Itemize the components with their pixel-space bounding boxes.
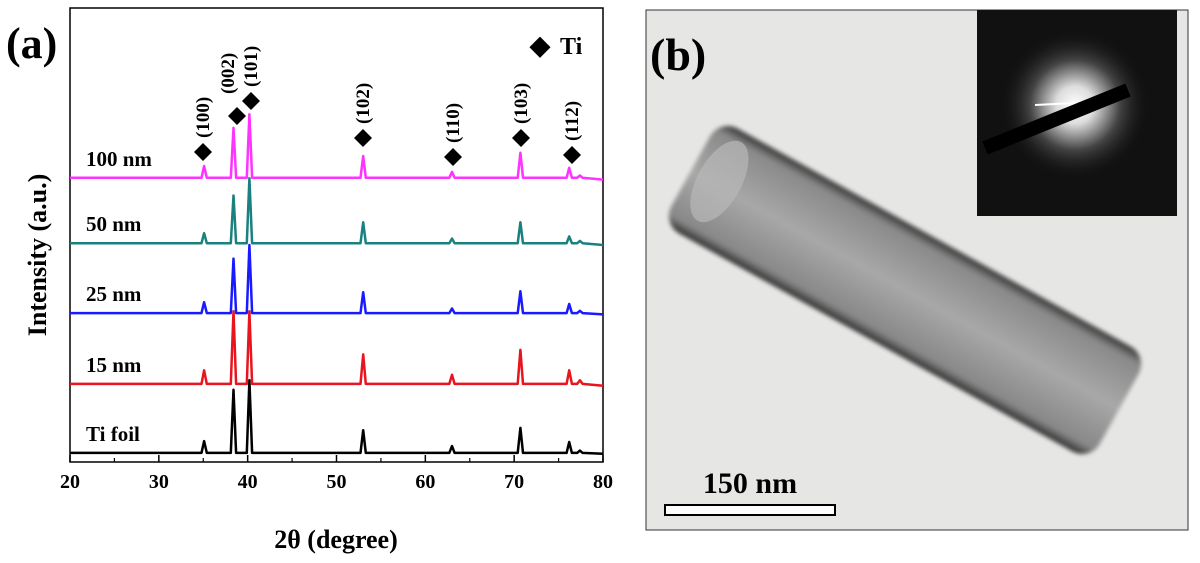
diffraction-streak [1034,102,1076,106]
nanotube [668,125,1142,455]
y-axis-label: Intensity (a.u.) [23,174,52,337]
peak-label: (103) [511,83,532,124]
series-label: 50 nm [86,212,142,236]
legend-label: Ti [560,34,583,60]
peak-marker [228,107,246,125]
beam-stopper [982,83,1131,155]
peak-label: (100) [193,97,214,138]
peak-label: (002) [218,53,239,94]
nanotube-body [668,125,1142,455]
x-tick-label: 50 [327,471,347,493]
x-axis-label: 2θ (degree) [274,525,398,554]
series-label: Ti foil [86,422,140,446]
peak-marker [354,129,372,147]
xrd-trace [70,310,604,387]
series-label: 100 nm [86,147,152,171]
panel-label: (b) [650,29,706,80]
peak-label: (110) [443,103,464,143]
xrd-trace [70,112,604,181]
peak-marker [242,92,260,110]
panel-label: (a) [6,19,57,68]
peak-marker [563,146,581,164]
panel-b: (b) 150 nm [645,9,1189,531]
xrd-trace [70,379,604,456]
peak-marker [194,143,212,161]
series-label: 15 nm [86,353,142,377]
scale-bar [664,504,836,516]
peak-label: (112) [562,101,583,141]
x-tick-label: 70 [504,471,524,493]
peak-label: (102) [353,83,374,124]
peak-marker [444,148,462,166]
panel-a: (a) Intensity (a.u.) 2θ (degree) ◆ Ti 20… [6,7,613,554]
x-tick-label: 60 [415,471,435,493]
x-tick-label: 30 [149,471,169,493]
xrd-trace [70,177,604,247]
x-tick-label: 80 [593,471,613,493]
nanotube-end [690,140,749,223]
peak-label: (101) [241,46,262,87]
series-label: 25 nm [86,282,142,306]
legend-marker: ◆ [529,31,551,60]
x-tick-label: 20 [60,471,80,493]
scale-bar-label: 150 nm [703,467,797,500]
xrd-trace [70,243,604,316]
peak-marker [512,129,530,147]
x-tick-label: 40 [238,471,258,493]
